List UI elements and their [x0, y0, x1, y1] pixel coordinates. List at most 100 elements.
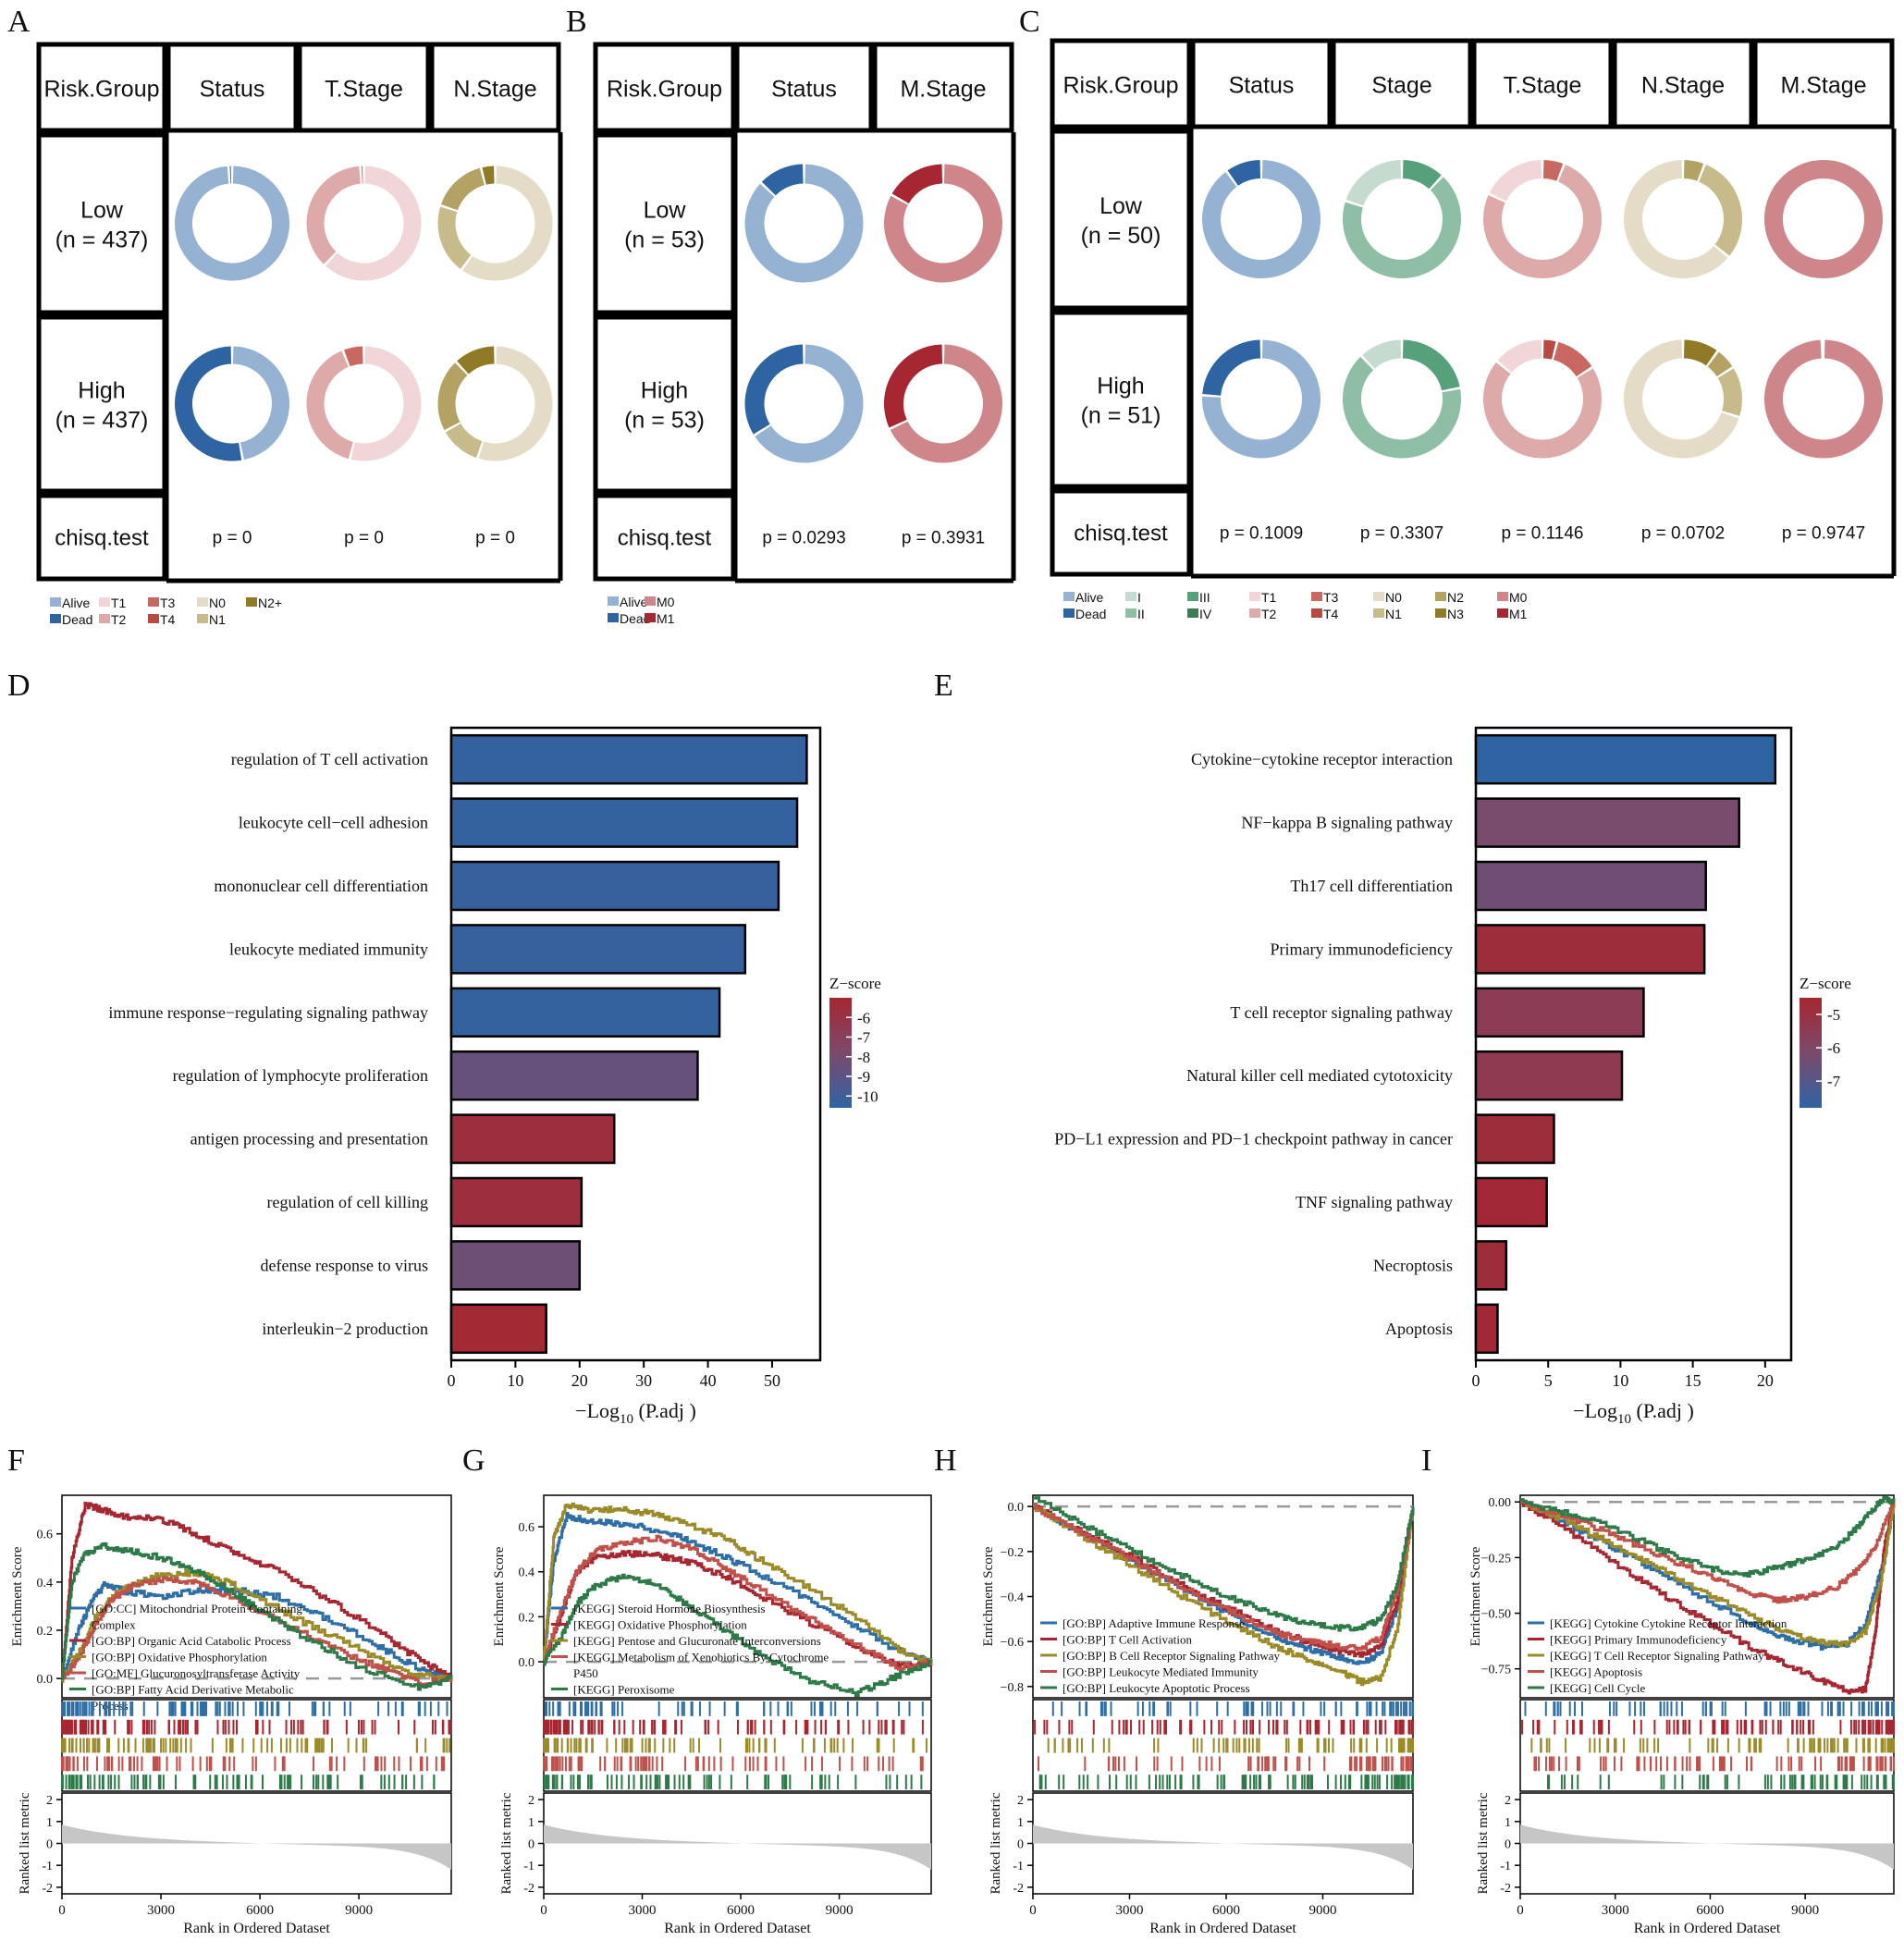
legend-swatch — [50, 614, 61, 623]
category-label: antigen processing and presentation — [190, 1130, 428, 1148]
category-label: Natural killer cell mediated cytotoxicit… — [1186, 1066, 1453, 1085]
donut-slice-n2 — [437, 362, 468, 431]
metric-area — [544, 1824, 931, 1870]
legend-swatch — [1373, 608, 1384, 618]
legend-label: N0 — [209, 596, 226, 610]
colorbar-tick-label: -8 — [857, 1049, 870, 1066]
p-value: p = 0.1146 — [1502, 524, 1584, 544]
category-label: PD−L1 expression and PD−1 checkpoint pat… — [1054, 1130, 1453, 1148]
donut-slice-n2 — [1707, 351, 1733, 377]
legend-label: T1 — [111, 596, 127, 610]
category-label: leukocyte mediated immunity — [229, 940, 428, 958]
legend-swatch — [1435, 608, 1446, 618]
header-n-stage: N.Stage — [1641, 73, 1725, 99]
header-m-stage: M.Stage — [900, 77, 986, 103]
category-label: immune response−regulating signaling pat… — [108, 1003, 428, 1022]
legend-text: [GO:BP] Leukocyte Mediated Immunity — [1063, 1665, 1259, 1679]
category-label: Th17 cell differentiation — [1290, 877, 1453, 895]
x-tick-label: 10 — [507, 1371, 523, 1390]
x-axis-label: Rank in Ordered Dataset — [1149, 1921, 1296, 1936]
y-tick-label: 0.6 — [37, 1529, 54, 1542]
metric-axis-label: Ranked list metric — [1476, 1792, 1491, 1894]
legend-text: [GO:BP] Oxidative Phosphorylation — [92, 1651, 267, 1664]
legend-text: [KEGG] Apoptosis — [1550, 1665, 1642, 1679]
legend-text: [GO:MF] Glucuronosyltransferase Activity — [92, 1666, 301, 1680]
header-cell-box — [1190, 38, 1333, 129]
category-label: regulation of lymphocyte proliferation — [173, 1066, 428, 1085]
donut-slice-m0 — [890, 344, 1002, 463]
x-tick-label: 6000 — [727, 1903, 755, 1918]
p-value: p = 0.1009 — [1220, 524, 1303, 544]
metric-area — [1520, 1824, 1894, 1870]
panel-h-gsea-plot: 0.0 −0.2 −0.4 −0.6 −0.8 Enrichment Score [GO:B… — [981, 1494, 1415, 1936]
legend-swatch — [148, 614, 159, 623]
category-label: Primary immunodeficiency — [1271, 940, 1453, 958]
panel-label-b: B — [566, 5, 587, 39]
colorbar-tick-label: -5 — [1827, 1006, 1840, 1024]
x-tick-label: 20 — [1757, 1371, 1774, 1390]
bar — [449, 1303, 547, 1355]
donut-slice-n0 — [462, 166, 553, 281]
legend-swatch — [1497, 608, 1508, 618]
risk-group-count: (n = 53) — [624, 227, 705, 253]
donut-slice-n2 — [440, 167, 485, 211]
x-tick-label: 6000 — [246, 1903, 274, 1918]
bar — [1474, 1240, 1508, 1291]
legend-text: [KEGG] Metabolism of Xenobiotics By Cyto… — [573, 1651, 829, 1664]
bar — [449, 1240, 582, 1291]
metric-tick-label: -2 — [523, 1882, 534, 1896]
risk-group-name: High — [78, 378, 125, 404]
metric-tick-label: -1 — [1013, 1860, 1024, 1873]
legend-text: [KEGG] Steroid Hormone Biosynthesis — [573, 1602, 766, 1615]
header-n-stage: N.Stage — [453, 77, 536, 103]
legend-text: [KEGG] T Cell Receptor Signaling Pathway — [1550, 1649, 1764, 1663]
bar — [1474, 987, 1645, 1038]
legend-label: N0 — [1385, 590, 1402, 605]
header-status: Status — [200, 77, 265, 103]
legend-text: [GO:BP] Fatty Acid Derivative Metabolic — [92, 1683, 294, 1697]
y-tick-label: −0.6 — [1001, 1636, 1024, 1650]
legend-swatch — [1249, 608, 1260, 618]
row-label-box — [1050, 129, 1192, 311]
p-value: p = 0 — [475, 529, 515, 548]
x-axis-label: Rank in Ordered Dataset — [1634, 1921, 1781, 1936]
y-tick-label: 0.00 — [1489, 1496, 1512, 1510]
legend-label: M0 — [657, 595, 675, 609]
panel-label-d: D — [7, 669, 31, 703]
category-label: TNF signaling pathway — [1296, 1193, 1453, 1211]
category-label: mononuclear cell differentiation — [214, 877, 428, 895]
panel-a-table: Risk.Group Status T.Stage N.Stage Low (n = 43… — [36, 42, 563, 627]
x-tick-label: 6000 — [1212, 1903, 1240, 1918]
legend-label: N1 — [1385, 607, 1402, 621]
legend-swatch — [1311, 592, 1322, 601]
es-frame — [543, 1494, 932, 1699]
donut-slice-n1 — [437, 206, 472, 269]
donut-slice-t1 — [326, 166, 422, 281]
donut-slice-alive — [175, 166, 290, 281]
donut-slice-dead — [744, 344, 804, 435]
es-series-line — [1033, 1503, 1415, 1687]
panel-i-gsea-plot: 0.00 −0.25 −0.50 −0.75 Enrichment Score [KEGG… — [1468, 1494, 1896, 1936]
colorbar-tick-label: -6 — [857, 1009, 870, 1026]
metric-axis-label: Ranked list metric — [18, 1792, 32, 1894]
donut-slice-dead — [229, 166, 232, 184]
bar — [449, 987, 721, 1038]
es-series-line — [1033, 1503, 1415, 1652]
es-series-line — [61, 1576, 453, 1687]
risk-group-count: (n = 53) — [624, 408, 705, 434]
category-label: defense response to virus — [261, 1256, 428, 1274]
legend-swatch — [608, 596, 619, 606]
bar — [449, 860, 780, 912]
donut-slice-i — [1362, 339, 1402, 369]
legend-swatch — [645, 596, 656, 606]
plot-frame — [449, 726, 822, 1362]
header-cell-box — [1752, 38, 1895, 129]
p-value: p = 0 — [213, 529, 252, 548]
legend-text: [KEGG] Cytokine Cytokine Receptor Intera… — [1550, 1616, 1787, 1630]
legend-swatch — [1187, 608, 1198, 618]
donut-slice-alive — [1201, 339, 1321, 459]
panel-f-gsea-plot: 0.0 0.2 0.4 0.6 Enrichment Score [GO:CC] Mito… — [10, 1494, 453, 1936]
donut-slice-t2 — [306, 166, 361, 264]
x-tick-label: 40 — [700, 1371, 717, 1390]
x-axis-label: −Log10 (P.adj ) — [575, 1399, 696, 1427]
